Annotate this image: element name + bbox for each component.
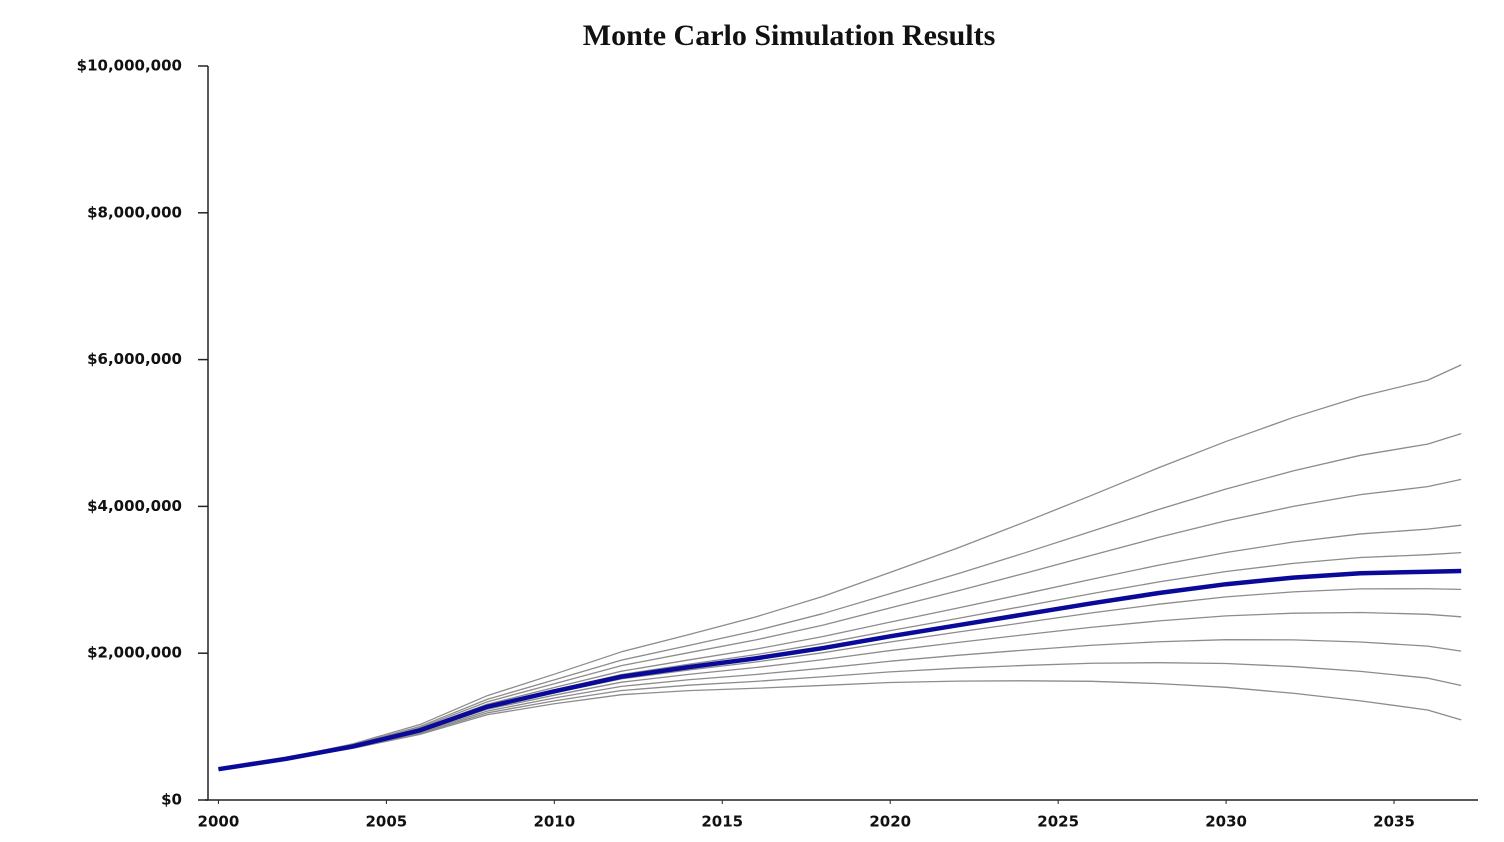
- y-tick-label: $2,000,000: [87, 644, 182, 662]
- simulation-line: [218, 588, 1462, 770]
- simulation-line: [218, 680, 1462, 770]
- x-tick-label: 2030: [1205, 813, 1247, 831]
- x-tick-label: 2010: [533, 813, 575, 831]
- y-tick-label: $4,000,000: [87, 497, 182, 515]
- simulation-line: [218, 662, 1462, 770]
- x-tick-label: 2015: [701, 813, 743, 831]
- y-tick-label: $0: [161, 791, 182, 809]
- x-tick-label: 2000: [198, 813, 240, 831]
- y-tick-label: $8,000,000: [87, 203, 182, 221]
- y-tick-label: $6,000,000: [87, 350, 182, 368]
- x-tick-label: 2005: [366, 813, 408, 831]
- median-line: [218, 568, 1462, 772]
- simulation-line: [218, 478, 1462, 770]
- simulation-line: [218, 639, 1462, 770]
- simulation-line: [218, 611, 1462, 770]
- simulation-line: [218, 364, 1462, 770]
- chart-title: Monte Carlo Simulation Results: [583, 19, 996, 52]
- simulation-line: [218, 432, 1462, 770]
- y-tick-label: $10,000,000: [77, 57, 182, 75]
- x-tick-label: 2025: [1037, 813, 1079, 831]
- x-tick-label: 2020: [869, 813, 911, 831]
- x-tick-label: 2035: [1373, 813, 1415, 831]
